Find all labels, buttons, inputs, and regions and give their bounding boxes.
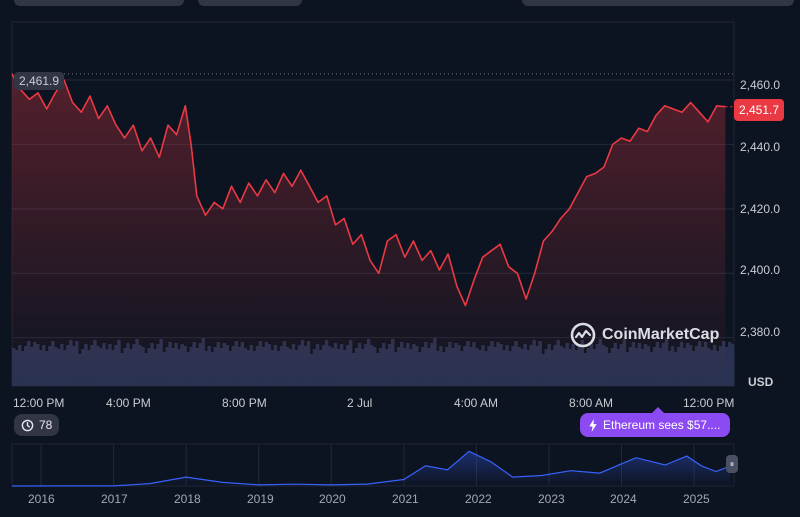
coinmarketcap-logo-icon [570,322,596,348]
history-year-label: 2017 [101,492,128,506]
history-year-label: 2021 [392,492,419,506]
volume-bar [730,344,735,386]
volume-bar [724,347,729,386]
history-year-label: 2020 [319,492,346,506]
volume-bar [727,342,732,386]
y-tick-label: 2,400.0 [740,263,781,277]
open-price-badge: 2,461.9 [14,72,65,90]
x-tick-label: 12:00 PM [13,396,65,410]
history-year-label: 2018 [174,492,201,506]
watermark-text: CoinMarketCap [602,326,720,343]
event-badge-pointer [652,407,664,413]
history-year-label: 2025 [683,492,710,506]
price-area-fill [12,73,726,387]
history-clock-icon [21,419,34,431]
price-line [11,73,726,307]
x-tick-label: 8:00 AM [569,396,614,410]
range-slider-handle[interactable]: ⏸ [726,455,738,473]
y-tick-label: 2,420.0 [740,202,781,216]
history-year-label: 2024 [610,492,637,506]
history-year-label: 2019 [247,492,274,506]
y-tick-label: 2,380.0 [740,325,781,339]
top-range-tab-2[interactable] [198,0,302,6]
y-tick-label: 2,440.0 [740,140,781,154]
top-range-tab-1[interactable] [14,0,184,6]
history-events-count: 78 [39,418,53,432]
x-tick-label: 4:00 AM [454,396,499,410]
top-range-tab-3[interactable] [522,0,794,6]
x-tick-label: 8:00 PM [222,396,267,410]
y-tick-label: 2,460.0 [740,78,781,92]
news-event-text: Ethereum sees $57.... [603,418,721,432]
x-tick-label: 12:00 PM [683,396,735,410]
history-line [11,450,731,487]
x-tick-label: 4:00 PM [106,396,151,410]
lightning-icon [589,418,597,432]
news-event-badge[interactable]: Ethereum sees $57.... [580,413,731,437]
currency-unit-label: USD [748,375,774,389]
last-price-badge: 2,451.7 [734,99,785,121]
history-area-fill [12,451,731,486]
history-year-label: 2023 [538,492,565,506]
x-tick-label: 2 Jul [347,396,373,410]
history-events-badge[interactable]: 78 [14,414,60,436]
history-year-label: 2022 [465,492,492,506]
coinmarketcap-watermark: CoinMarketCap [570,322,719,348]
history-year-label: 2016 [28,492,55,506]
